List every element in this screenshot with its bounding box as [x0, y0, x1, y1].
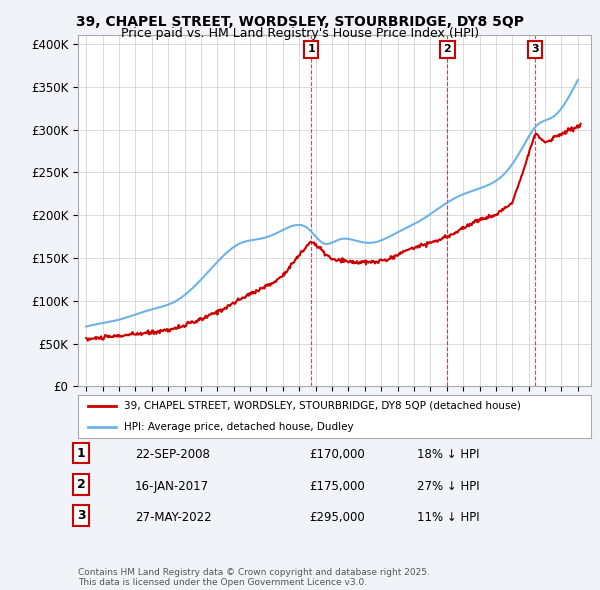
Text: 3: 3: [77, 509, 85, 522]
Text: 27-MAY-2022: 27-MAY-2022: [135, 511, 212, 524]
Text: £295,000: £295,000: [309, 511, 365, 524]
Text: 39, CHAPEL STREET, WORDSLEY, STOURBRIDGE, DY8 5QP (detached house): 39, CHAPEL STREET, WORDSLEY, STOURBRIDGE…: [124, 401, 521, 411]
Text: 2: 2: [443, 44, 451, 54]
Text: 1: 1: [307, 44, 315, 54]
Text: 1: 1: [77, 447, 85, 460]
Text: HPI: Average price, detached house, Dudley: HPI: Average price, detached house, Dudl…: [124, 422, 354, 432]
Text: 27% ↓ HPI: 27% ↓ HPI: [417, 480, 479, 493]
Text: 11% ↓ HPI: 11% ↓ HPI: [417, 511, 479, 524]
Text: £175,000: £175,000: [309, 480, 365, 493]
Text: 16-JAN-2017: 16-JAN-2017: [135, 480, 209, 493]
Text: £170,000: £170,000: [309, 448, 365, 461]
Text: 3: 3: [532, 44, 539, 54]
Text: 18% ↓ HPI: 18% ↓ HPI: [417, 448, 479, 461]
Text: 2: 2: [77, 478, 85, 491]
Text: 22-SEP-2008: 22-SEP-2008: [135, 448, 210, 461]
Text: 39, CHAPEL STREET, WORDSLEY, STOURBRIDGE, DY8 5QP: 39, CHAPEL STREET, WORDSLEY, STOURBRIDGE…: [76, 15, 524, 29]
Text: Price paid vs. HM Land Registry's House Price Index (HPI): Price paid vs. HM Land Registry's House …: [121, 27, 479, 40]
Text: Contains HM Land Registry data © Crown copyright and database right 2025.
This d: Contains HM Land Registry data © Crown c…: [78, 568, 430, 587]
